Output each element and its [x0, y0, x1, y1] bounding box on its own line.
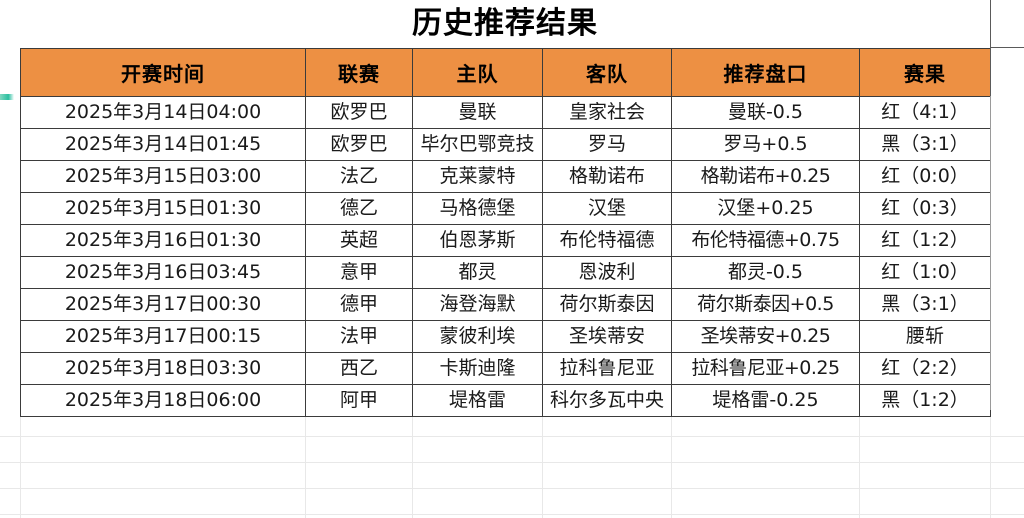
cell-start-time[interactable]: 2025年3月16日03:45 — [20, 256, 306, 289]
cell-league[interactable]: 欧罗巴 — [305, 96, 413, 129]
table-row[interactable]: 2025年3月16日01:30 英超 伯恩茅斯 布伦特福德 布伦特福德+0.75 红（1:… — [20, 224, 991, 257]
column-header-league[interactable]: 联赛 — [305, 48, 413, 97]
cell-home-team[interactable]: 毕尔巴鄂竞技 — [412, 128, 543, 161]
cell-league[interactable]: 欧罗巴 — [305, 128, 413, 161]
cell-result[interactable]: 黑（3:1） — [859, 128, 991, 161]
table-row[interactable]: 2025年3月17日00:15 法甲 蒙彼利埃 圣埃蒂安 圣埃蒂安+0.25 腰斩 — [20, 320, 991, 353]
cell-away-team[interactable]: 荷尔斯泰因 — [542, 288, 672, 321]
cell-away-team[interactable]: 圣埃蒂安 — [542, 320, 672, 353]
column-header-recommended-line[interactable]: 推荐盘口 — [671, 48, 860, 97]
grid-line-horizontal — [0, 462, 1024, 463]
table-header-row: 开赛时间 联赛 主队 客队 推荐盘口 赛果 — [20, 48, 991, 97]
cell-home-team[interactable]: 海登海默 — [412, 288, 543, 321]
cell-result[interactable]: 黑（3:1） — [859, 288, 991, 321]
cell-recommended-line[interactable]: 圣埃蒂安+0.25 — [671, 320, 860, 353]
table-row[interactable]: 2025年3月15日01:30 德乙 马格德堡 汉堡 汉堡+0.25 红（0:3） — [20, 192, 991, 225]
cell-home-team[interactable]: 都灵 — [412, 256, 543, 289]
grid-line-horizontal — [0, 488, 1024, 489]
column-header-start-time[interactable]: 开赛时间 — [20, 48, 306, 97]
cell-result[interactable]: 红（2:2） — [859, 352, 991, 385]
cell-home-team[interactable]: 曼联 — [412, 96, 543, 129]
cell-league[interactable]: 法乙 — [305, 160, 413, 193]
cell-start-time[interactable]: 2025年3月17日00:30 — [20, 288, 306, 321]
cell-away-team[interactable]: 皇家社会 — [542, 96, 672, 129]
left-edge-accent-bar — [0, 94, 14, 100]
right-column-divider — [990, 0, 991, 96]
cell-result[interactable]: 黑（1:2） — [859, 384, 991, 417]
cell-result[interactable]: 红（0:0） — [859, 160, 991, 193]
cell-recommended-line[interactable]: 汉堡+0.25 — [671, 192, 860, 225]
cell-home-team[interactable]: 堤格雷 — [412, 384, 543, 417]
cell-league[interactable]: 意甲 — [305, 256, 413, 289]
cell-league[interactable]: 西乙 — [305, 352, 413, 385]
table-row[interactable]: 2025年3月15日03:00 法乙 克莱蒙特 格勒诺布 格勒诺布+0.25 红（0:0） — [20, 160, 991, 193]
table-row[interactable]: 2025年3月18日06:00 阿甲 堤格雷 科尔多瓦中央 堤格雷-0.25 黑（1:2） — [20, 384, 991, 417]
column-header-home-team[interactable]: 主队 — [412, 48, 543, 97]
cell-start-time[interactable]: 2025年3月18日03:30 — [20, 352, 306, 385]
cell-home-team[interactable]: 卡斯迪隆 — [412, 352, 543, 385]
cell-start-time[interactable]: 2025年3月14日04:00 — [20, 96, 306, 129]
cell-league[interactable]: 法甲 — [305, 320, 413, 353]
page-title-bar: 历史推荐结果 — [20, 0, 990, 48]
cell-recommended-line[interactable]: 布伦特福德+0.75 — [671, 224, 860, 257]
cell-away-team[interactable]: 格勒诺布 — [542, 160, 672, 193]
cell-league[interactable]: 德乙 — [305, 192, 413, 225]
table-body: 2025年3月14日04:00 欧罗巴 曼联 皇家社会 曼联-0.5 红（4:1） 2025… — [20, 96, 991, 417]
cell-home-team[interactable]: 马格德堡 — [412, 192, 543, 225]
cell-away-team[interactable]: 罗马 — [542, 128, 672, 161]
cell-away-team[interactable]: 科尔多瓦中央 — [542, 384, 672, 417]
column-header-result[interactable]: 赛果 — [859, 48, 991, 97]
cell-league[interactable]: 德甲 — [305, 288, 413, 321]
cell-start-time[interactable]: 2025年3月18日06:00 — [20, 384, 306, 417]
cell-recommended-line[interactable]: 拉科鲁尼亚+0.25 — [671, 352, 860, 385]
cell-away-team[interactable]: 拉科鲁尼亚 — [542, 352, 672, 385]
right-column-divider-lower — [990, 96, 991, 410]
cell-start-time[interactable]: 2025年3月14日01:45 — [20, 128, 306, 161]
cell-start-time[interactable]: 2025年3月17日00:15 — [20, 320, 306, 353]
cell-result[interactable]: 红（4:1） — [859, 96, 991, 129]
cell-recommended-line[interactable]: 罗马+0.5 — [671, 128, 860, 161]
cell-away-team[interactable]: 汉堡 — [542, 192, 672, 225]
table-row[interactable]: 2025年3月18日03:30 西乙 卡斯迪隆 拉科鲁尼亚 拉科鲁尼亚+0.25 红（2:… — [20, 352, 991, 385]
cell-recommended-line[interactable]: 都灵-0.5 — [671, 256, 860, 289]
grid-line-horizontal — [0, 514, 1024, 515]
cell-recommended-line[interactable]: 荷尔斯泰因+0.5 — [671, 288, 860, 321]
cell-home-team[interactable]: 蒙彼利埃 — [412, 320, 543, 353]
cell-result[interactable]: 红（0:3） — [859, 192, 991, 225]
table-row[interactable]: 2025年3月16日03:45 意甲 都灵 恩波利 都灵-0.5 红（1:0） — [20, 256, 991, 289]
cell-recommended-line[interactable]: 格勒诺布+0.25 — [671, 160, 860, 193]
cell-league[interactable]: 英超 — [305, 224, 413, 257]
grid-line-horizontal — [0, 436, 1024, 437]
cell-away-team[interactable]: 布伦特福德 — [542, 224, 672, 257]
cell-recommended-line[interactable]: 堤格雷-0.25 — [671, 384, 860, 417]
history-recommendation-table: 开赛时间 联赛 主队 客队 推荐盘口 赛果 2025年3月14日04:00 欧罗巴… — [20, 48, 991, 417]
cell-start-time[interactable]: 2025年3月15日03:00 — [20, 160, 306, 193]
cell-result[interactable]: 红（1:2） — [859, 224, 991, 257]
column-header-away-team[interactable]: 客队 — [542, 48, 672, 97]
top-right-horizontal-rule — [990, 47, 1024, 48]
cell-league[interactable]: 阿甲 — [305, 384, 413, 417]
cell-result[interactable]: 腰斩 — [859, 320, 991, 353]
cell-recommended-line[interactable]: 曼联-0.5 — [671, 96, 860, 129]
cell-start-time[interactable]: 2025年3月15日01:30 — [20, 192, 306, 225]
cell-result[interactable]: 红（1:0） — [859, 256, 991, 289]
cell-away-team[interactable]: 恩波利 — [542, 256, 672, 289]
cell-home-team[interactable]: 伯恩茅斯 — [412, 224, 543, 257]
table-row[interactable]: 2025年3月14日01:45 欧罗巴 毕尔巴鄂竞技 罗马 罗马+0.5 黑（3:1） — [20, 128, 991, 161]
cell-home-team[interactable]: 克莱蒙特 — [412, 160, 543, 193]
table-row[interactable]: 2025年3月14日04:00 欧罗巴 曼联 皇家社会 曼联-0.5 红（4:1） — [20, 96, 991, 129]
table-row[interactable]: 2025年3月17日00:30 德甲 海登海默 荷尔斯泰因 荷尔斯泰因+0.5 黑（3:1… — [20, 288, 991, 321]
page-title: 历史推荐结果 — [412, 6, 598, 41]
cell-start-time[interactable]: 2025年3月16日01:30 — [20, 224, 306, 257]
